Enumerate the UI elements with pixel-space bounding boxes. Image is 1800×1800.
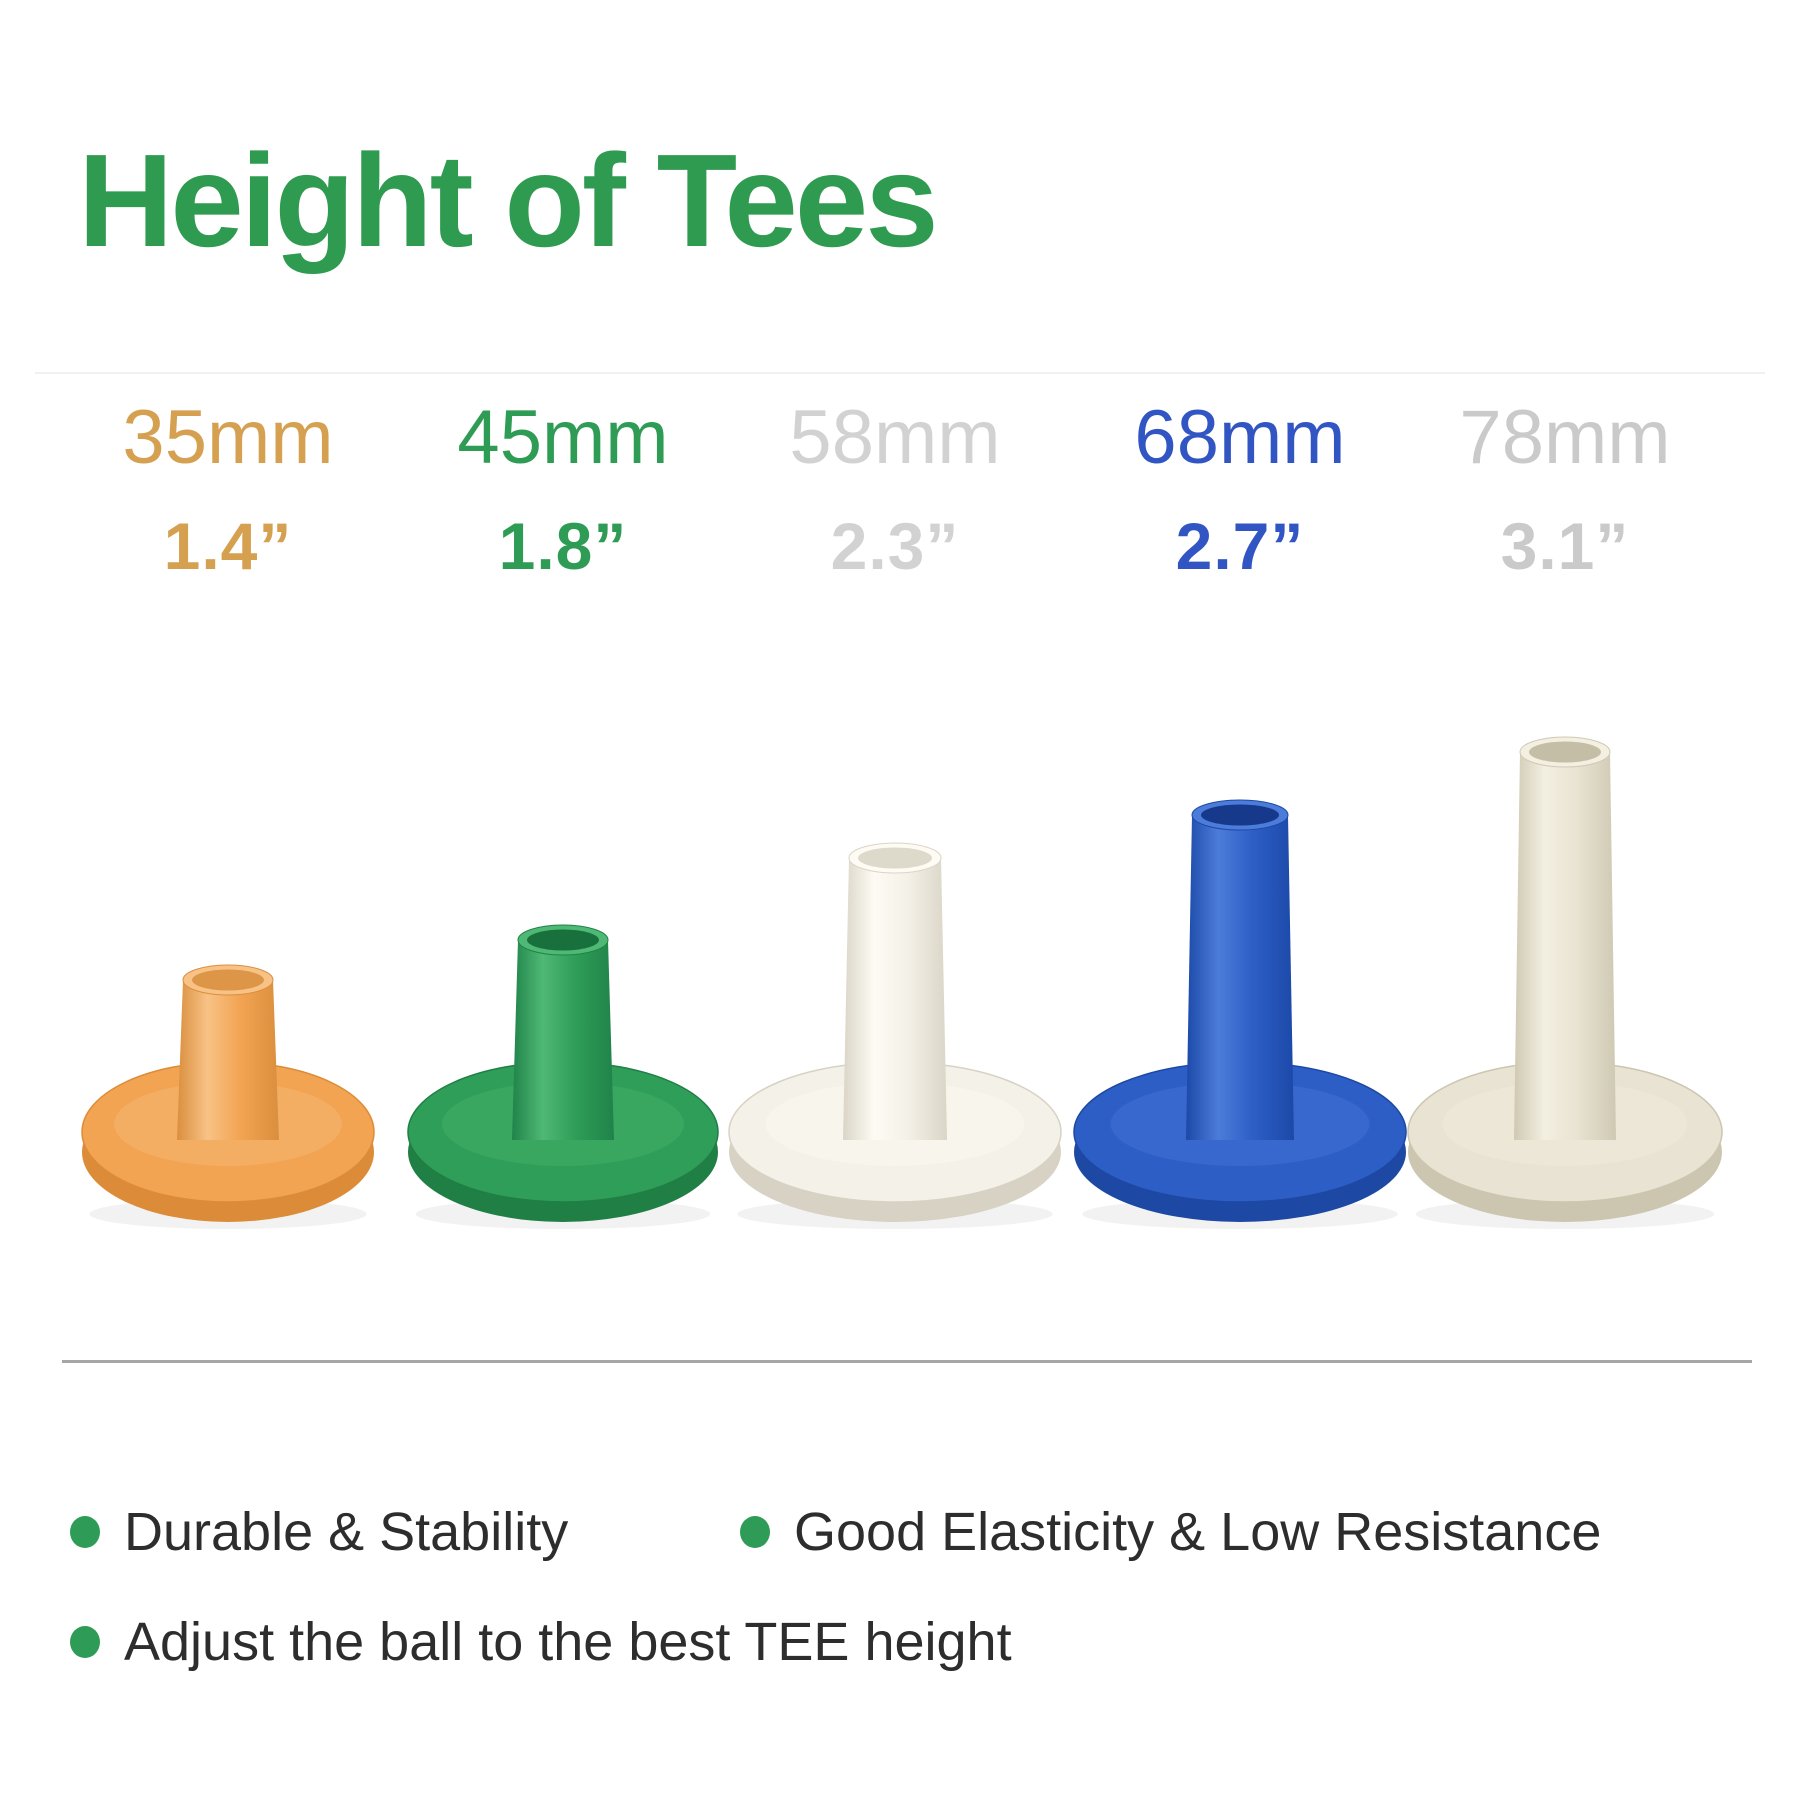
height-mm-label: 78mm — [1459, 395, 1671, 480]
height-inch-label: 1.4” — [163, 509, 293, 583]
feature-adjust-height: Adjust the ball to the best TEE height — [70, 1610, 1012, 1675]
tee-label-column-68mm: 68mm 2.7” — [1134, 400, 1345, 584]
height-mm-label: 68mm — [1134, 395, 1346, 480]
tee-label-column-58mm: 58mm 2.3” — [789, 400, 1000, 584]
height-inch-label: 2.3” — [830, 509, 960, 583]
title-divider — [35, 372, 1765, 374]
bullet-dot-icon — [740, 1516, 770, 1549]
feature-text: Durable & Stability — [124, 1502, 569, 1562]
feature-elasticity-resistance: Good Elasticity & Low Resistance — [740, 1500, 1601, 1565]
tee-label-column-35mm: 35mm 1.4” — [122, 400, 333, 584]
height-mm-label: 45mm — [457, 395, 669, 480]
feature-durable-stability: Durable & Stability — [70, 1500, 568, 1565]
feature-text: Good Elasticity & Low Resistance — [794, 1502, 1602, 1562]
height-mm-label: 35mm — [122, 395, 334, 480]
height-inch-label: 3.1” — [1500, 509, 1630, 583]
height-inch-label: 1.8” — [498, 509, 628, 583]
tee-label-column-45mm: 45mm 1.8” — [457, 400, 668, 584]
tee-illustration-white — [728, 842, 1062, 1229]
height-inch-label: 2.7” — [1175, 509, 1305, 583]
bullet-dot-icon — [70, 1626, 100, 1659]
features-divider — [62, 1360, 1752, 1363]
page-title: Height of Tees — [78, 127, 939, 274]
height-mm-label: 58mm — [789, 395, 1001, 480]
feature-text: Adjust the ball to the best TEE height — [124, 1612, 1012, 1672]
tee-label-column-78mm: 78mm 3.1” — [1459, 400, 1670, 584]
tee-illustration-green — [407, 924, 719, 1229]
tee-illustration-blue — [1073, 799, 1407, 1229]
tee-illustration-beige — [1407, 736, 1723, 1229]
tee-illustration-orange — [81, 964, 375, 1229]
bullet-dot-icon — [70, 1516, 100, 1549]
